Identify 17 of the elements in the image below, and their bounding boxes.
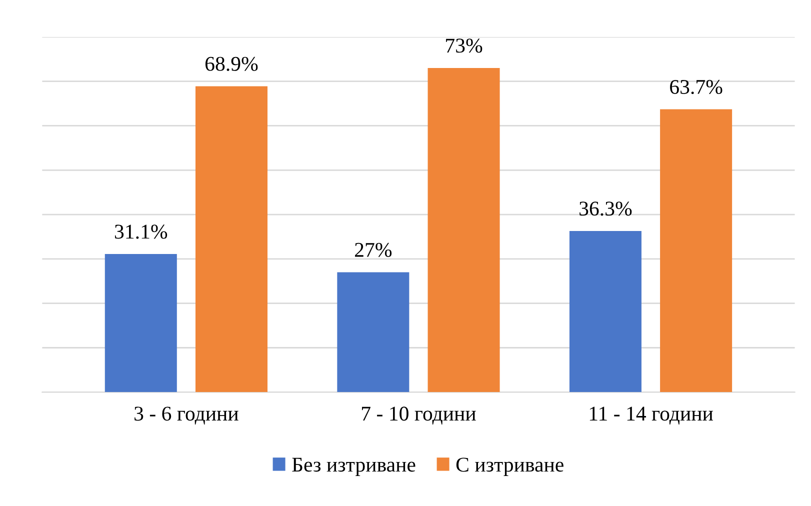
bar: [660, 109, 732, 392]
x-tick-label: 11 - 14 години: [590, 406, 713, 425]
bar: [569, 230, 642, 392]
data-label: 27%: [355, 242, 392, 257]
x-tick-label: 7 - 10 години: [362, 406, 476, 425]
bar: [428, 68, 500, 392]
data-label: 73%: [446, 38, 482, 53]
bar: [195, 86, 268, 392]
legend-label: Без изтриване: [292, 458, 416, 476]
bar: [104, 254, 177, 392]
data-label: 68.9%: [205, 56, 258, 71]
data-label: 36.3%: [580, 202, 632, 216]
data-label: 31.1%: [114, 224, 168, 239]
bar: [337, 272, 410, 392]
x-tick-label: 3 - 6 години: [134, 406, 238, 425]
data-label: 63.7%: [670, 80, 722, 94]
legend-label: С изтриване: [456, 458, 564, 476]
